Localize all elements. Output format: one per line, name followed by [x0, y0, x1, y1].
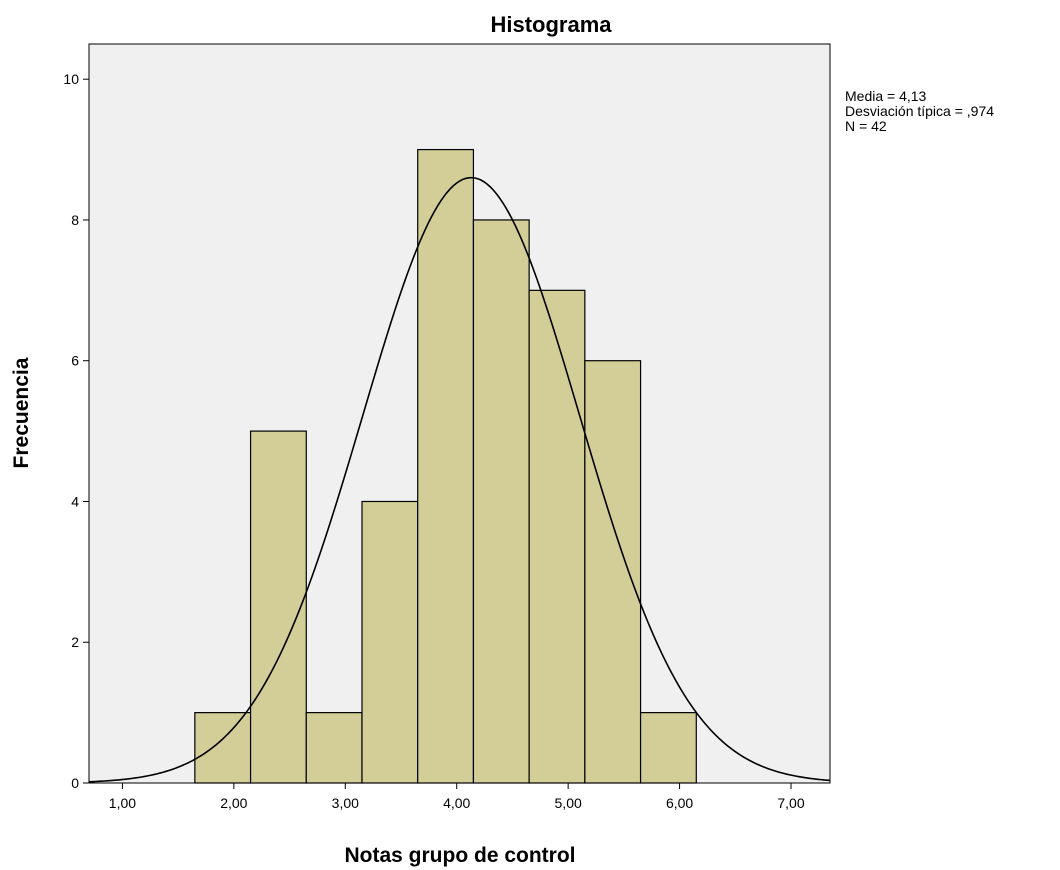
- x-axis-label: Notas grupo de control: [345, 844, 576, 867]
- chart-title: Histograma: [490, 12, 612, 37]
- histogram-bar-6: [472, 219, 530, 784]
- x-tick-label-3: 3,00: [332, 795, 359, 811]
- histogram-bar-7: [528, 289, 586, 784]
- y-axis-label: Frecuencia: [10, 357, 33, 468]
- y-tick-label-4: 6: [71, 353, 79, 369]
- x-tick-label-7: 7,00: [777, 795, 804, 811]
- histogram-bar-8: [584, 360, 642, 784]
- x-tick-label-5: 5,00: [555, 795, 582, 811]
- x-tick-label-6: 6,00: [666, 795, 693, 811]
- y-tick-label-2: 2: [71, 634, 79, 650]
- x-tick-label-2: 2,00: [220, 795, 247, 811]
- histogram-bar-1: [194, 712, 252, 784]
- x-tick-label-1: 1,00: [109, 795, 136, 811]
- y-tick-label-3: 4: [71, 493, 79, 509]
- y-tick-label-6: 10: [63, 71, 79, 87]
- stats-line-3: N = 42: [845, 118, 887, 134]
- x-tick-label-4: 4,00: [443, 795, 470, 811]
- histogram-bar-5: [417, 148, 475, 784]
- stats-line-1: Media = 4,13: [845, 88, 927, 104]
- histogram-bar-2: [249, 430, 307, 784]
- histogram-bar-4: [361, 500, 419, 784]
- y-axis: 0 2 4 6 8 10: [63, 71, 89, 791]
- normal-curve: [88, 176, 831, 783]
- y-tick-label-1: 0: [71, 775, 79, 791]
- histogram-bar-9: [639, 712, 697, 784]
- bars-group: [194, 148, 697, 784]
- y-tick-label-5: 8: [71, 212, 79, 228]
- stats-line-2: Desviación típica = ,974: [845, 103, 994, 119]
- histogram-bar-3: [305, 712, 363, 784]
- x-axis: 1,00 2,00 3,00 4,00 5,00 6,00 7,00: [109, 783, 805, 811]
